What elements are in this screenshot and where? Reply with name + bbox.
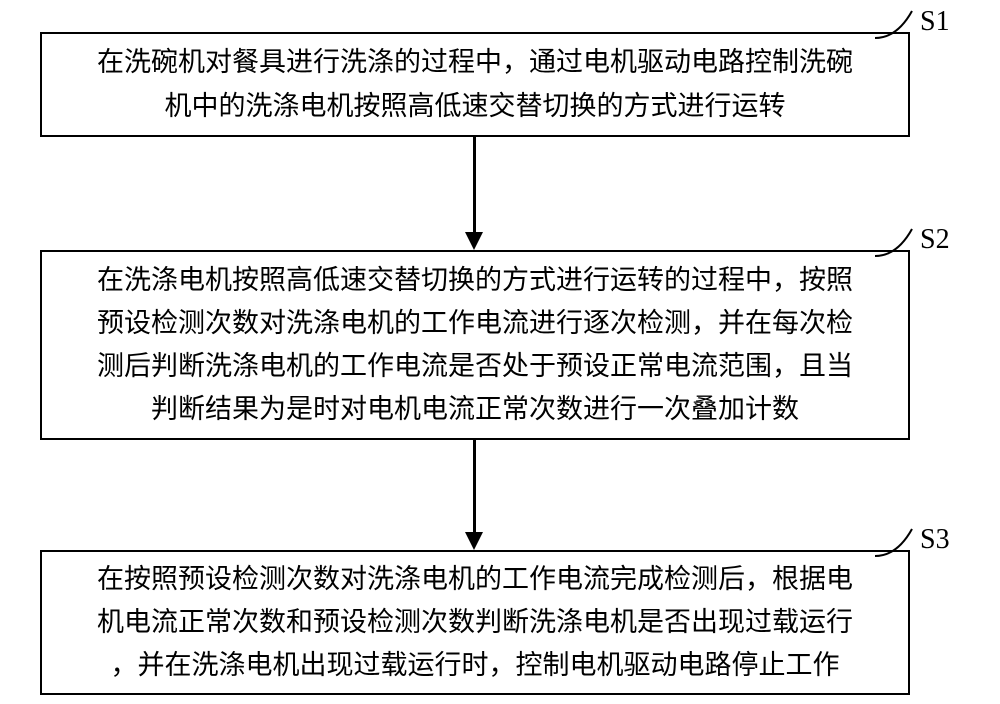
- label-connector: [872, 524, 927, 559]
- flow-node-text: 在洗涤电机按照高低速交替切换的方式进行运转的过程中，按照 预设检测次数对洗涤电机…: [97, 259, 853, 432]
- flowchart-canvas: 在洗碗机对餐具进行洗涤的过程中，通过电机驱动电路控制洗碗 机中的洗涤电机按照高低…: [0, 0, 1000, 704]
- arrow-line: [473, 137, 476, 232]
- step-label-s2: S2: [920, 224, 950, 256]
- label-connector: [872, 224, 927, 259]
- flow-node-text: 在按照预设检测次数对洗涤电机的工作电流完成检测后，根据电 机电流正常次数和预设检…: [97, 558, 853, 688]
- step-label-s3: S3: [920, 524, 950, 556]
- flow-node-s1: 在洗碗机对餐具进行洗涤的过程中，通过电机驱动电路控制洗碗 机中的洗涤电机按照高低…: [40, 32, 910, 137]
- flow-node-s3: 在按照预设检测次数对洗涤电机的工作电流完成检测后，根据电 机电流正常次数和预设检…: [40, 550, 910, 695]
- arrow-line: [473, 440, 476, 532]
- arrow-head-icon: [465, 232, 483, 250]
- step-label-s1: S1: [920, 6, 950, 38]
- flow-node-text: 在洗碗机对餐具进行洗涤的过程中，通过电机驱动电路控制洗碗 机中的洗涤电机按照高低…: [97, 41, 853, 127]
- label-connector: [872, 6, 927, 41]
- flow-node-s2: 在洗涤电机按照高低速交替切换的方式进行运转的过程中，按照 预设检测次数对洗涤电机…: [40, 250, 910, 440]
- arrow-head-icon: [465, 532, 483, 550]
